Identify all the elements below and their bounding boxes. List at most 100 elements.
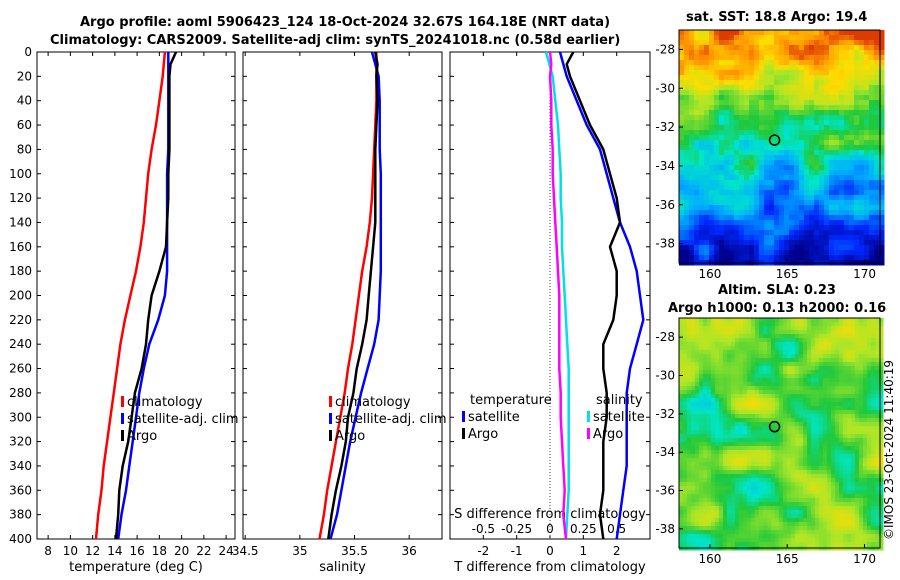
sla-map-cell <box>691 502 696 507</box>
sla-map-cell <box>755 462 760 467</box>
sst-map-cell <box>704 255 710 261</box>
sst-map-cell <box>869 75 875 81</box>
sla-map-cell <box>843 398 848 403</box>
sst-map-cell <box>829 220 835 226</box>
sla-map-cell <box>775 394 780 399</box>
sst-map-cell <box>689 135 695 141</box>
sst-map-cell <box>814 155 820 161</box>
sla-map-cell <box>679 338 684 343</box>
sla-map-cell <box>823 318 828 323</box>
sla-map-cell <box>875 446 880 451</box>
sla-map-cell <box>779 358 784 363</box>
sst-map-cell <box>699 85 705 91</box>
sla-map-cell <box>727 534 732 539</box>
sst-map-cell <box>779 230 785 236</box>
sla-map-cell <box>699 494 704 499</box>
sst-map-cell <box>719 225 725 231</box>
sst-map-cell <box>854 75 860 81</box>
sst-map-ytick-label: -30 <box>655 81 675 95</box>
sla-map-cell <box>779 326 784 331</box>
sla-map-cell <box>731 346 736 351</box>
sst-map-cell <box>734 250 740 256</box>
sst-map-cell <box>879 40 885 46</box>
sla-map-cell <box>787 470 792 475</box>
sla-map-cell <box>823 494 828 499</box>
sla-map-cell <box>747 366 752 371</box>
sla-map-cell <box>687 398 692 403</box>
sla-map-cell <box>803 386 808 391</box>
sla-map-cell <box>723 378 728 383</box>
sla-map-cell <box>795 422 800 427</box>
sla-map-cell <box>839 418 844 423</box>
sst-map-cell <box>709 115 715 121</box>
sla-map-cell <box>795 522 800 527</box>
sla-map-cell <box>835 350 840 355</box>
sla-map-cell <box>843 374 848 379</box>
sla-map-cell <box>699 322 704 327</box>
sla-map-cell <box>875 450 880 455</box>
sst-map-cell <box>859 135 865 141</box>
sla-map-cell <box>815 354 820 359</box>
sst-map-cell <box>814 100 820 106</box>
sla-map-cell <box>855 318 860 323</box>
sst-map-cell <box>829 105 835 111</box>
sla-map-cell <box>767 430 772 435</box>
sla-map-cell <box>687 370 692 375</box>
sst-map-cell <box>794 230 800 236</box>
sst-map-cell <box>759 145 765 151</box>
sst-map-cell <box>869 245 875 251</box>
sla-map-cell <box>835 466 840 471</box>
depth-tick-label: 300 <box>9 410 32 424</box>
sla-map-cell <box>715 442 720 447</box>
sla-map-cell <box>863 518 868 523</box>
sla-map-cell <box>879 414 884 419</box>
sst-map-cell <box>819 140 825 146</box>
temp-legend-climatology-swatch <box>121 396 124 407</box>
sla-map-cell <box>783 458 788 463</box>
sst-map-cell <box>704 200 710 206</box>
sst-map-cell <box>829 160 835 166</box>
sla-map-cell <box>747 418 752 423</box>
sst-map-cell <box>774 230 780 236</box>
sst-map-cell <box>809 185 815 191</box>
sla-map-cell <box>875 366 880 371</box>
sla-map-cell <box>747 338 752 343</box>
sla-map-cell <box>799 494 804 499</box>
sla-map-cell <box>707 442 712 447</box>
sst-map-cell <box>854 155 860 161</box>
sla-map-cell <box>831 518 836 523</box>
sla-map-cell <box>775 318 780 323</box>
sla-map-cell <box>691 446 696 451</box>
sla-map-cell <box>791 370 796 375</box>
sla-map-cell <box>791 474 796 479</box>
sst-map-cell <box>749 205 755 211</box>
sla-map-cell <box>723 386 728 391</box>
sla-map-cell <box>763 450 768 455</box>
sla-map-cell <box>803 514 808 519</box>
sla-map-cell <box>807 414 812 419</box>
sst-map-cell <box>859 210 865 216</box>
sla-map-cell <box>747 378 752 383</box>
sst-map-cell <box>844 70 850 76</box>
sst-map-cell <box>734 225 740 231</box>
sla-map-cell <box>787 362 792 367</box>
sla-map-cell <box>815 326 820 331</box>
sst-map-cell <box>689 85 695 91</box>
sst-map-cell <box>869 30 875 36</box>
sla-map-cell <box>831 502 836 507</box>
sst-map-cell <box>824 240 830 246</box>
sla-map-cell <box>751 514 756 519</box>
sst-map-cell <box>844 175 850 181</box>
sla-map-cell <box>791 406 796 411</box>
sla-map-cell <box>727 366 732 371</box>
sst-map-cell <box>879 85 885 91</box>
sla-map-cell <box>807 362 812 367</box>
sst-map-cell <box>684 105 690 111</box>
sst-map-cell <box>734 100 740 106</box>
sla-map-cell <box>779 518 784 523</box>
sla-map-cell <box>879 474 884 479</box>
sla-map-cell <box>727 322 732 327</box>
sla-map-cell <box>687 514 692 519</box>
sst-map-cell <box>769 255 775 261</box>
sst-map-cell <box>759 190 765 196</box>
